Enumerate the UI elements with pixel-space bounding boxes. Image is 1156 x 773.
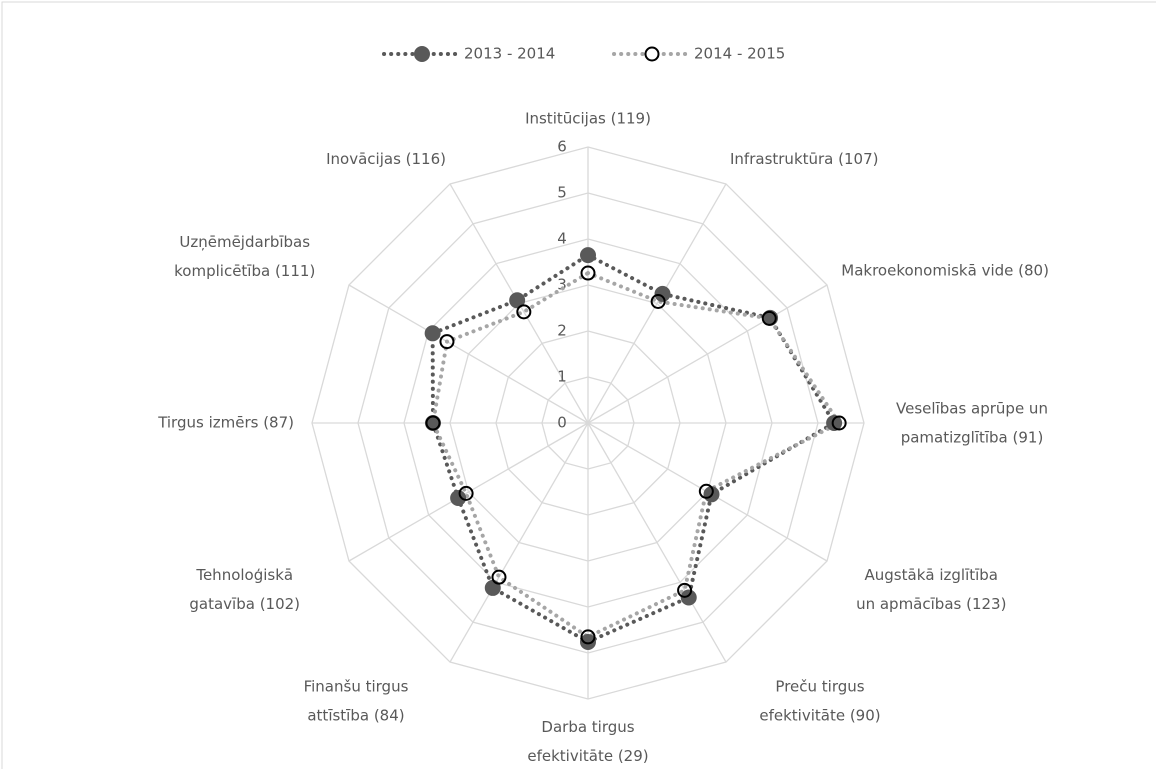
marker <box>425 415 441 431</box>
label-line: Tehnoloģiskā <box>195 566 293 584</box>
marker <box>580 265 596 281</box>
label-line: attīstība (84) <box>307 706 404 724</box>
spoke <box>348 284 589 424</box>
r-tick-label: 5 <box>557 184 567 202</box>
category-label: Makroekonomiskā vide (80) <box>841 262 1049 280</box>
label-line: gatavība (102) <box>189 595 300 613</box>
category-label: Tirgus izmērs (87) <box>157 414 294 432</box>
label-line: Darba tirgus <box>541 718 634 736</box>
label-line: Veselības aprūpe un <box>896 399 1048 417</box>
category-label: Inovācijas (116) <box>326 150 446 168</box>
category-label: Preču tirgus efektivitāte (90) <box>759 677 880 724</box>
spoke <box>587 284 828 424</box>
category-label: Infrastruktūra (107) <box>730 150 878 168</box>
label-line: pamatizglītība (91) <box>901 428 1044 446</box>
label-line: un apmācības (123) <box>856 595 1006 613</box>
marker <box>509 292 526 309</box>
legend-label: 2014 - 2015 <box>694 45 785 63</box>
marker <box>516 304 532 320</box>
r-tick-label: 4 <box>557 230 567 248</box>
category-label: Darba tirgus efektivitāte (29) <box>527 718 648 765</box>
marker <box>677 582 693 598</box>
label-line: Finanšu tirgus <box>304 677 409 695</box>
category-label: Augstākā izglītība un apmācības (123) <box>856 566 1006 613</box>
marker <box>698 483 714 499</box>
spoke <box>587 422 727 663</box>
marker <box>450 489 467 506</box>
marker <box>580 629 596 645</box>
category-label: Finanšu tirgus attīstība (84) <box>304 677 409 724</box>
label-line: Preču tirgus <box>775 677 864 695</box>
spoke <box>587 183 727 424</box>
category-label: Tehnoloģiskā gatavība (102) <box>189 566 300 613</box>
marker <box>458 485 474 501</box>
label-line: efektivitāte (90) <box>759 706 880 724</box>
r-tick-label: 3 <box>557 276 567 294</box>
legend-marker <box>644 46 660 62</box>
marker <box>580 247 596 264</box>
marker <box>650 293 666 309</box>
label-line: efektivitāte (29) <box>527 747 648 765</box>
category-label: Institūcijas (119) <box>525 110 651 128</box>
marker <box>761 310 777 326</box>
r-tick-label: 6 <box>557 138 567 156</box>
marker <box>826 415 843 431</box>
category-label: Uzņēmējdarbības komplicētība (111) <box>174 233 315 280</box>
legend-marker <box>414 46 430 62</box>
marker <box>491 569 507 585</box>
marker <box>439 334 455 350</box>
spoke <box>348 422 589 562</box>
marker <box>654 285 671 302</box>
marker <box>424 325 441 342</box>
marker <box>831 415 847 431</box>
label-line: Uzņēmējdarbības <box>179 233 310 251</box>
category-label: Veselības aprūpe un pamatizglītība (91) <box>896 399 1048 446</box>
r-tick-label: 0 <box>557 414 567 432</box>
series-line <box>430 270 843 640</box>
legend-label: 2013 - 2014 <box>464 45 555 63</box>
spoke <box>449 422 589 663</box>
marker <box>580 633 596 650</box>
label-line: komplicētība (111) <box>174 262 315 280</box>
label-line: Augstākā izglītība <box>865 566 998 584</box>
marker <box>680 589 697 606</box>
r-tick-label: 2 <box>557 322 567 340</box>
r-tick-label: 1 <box>557 368 567 386</box>
